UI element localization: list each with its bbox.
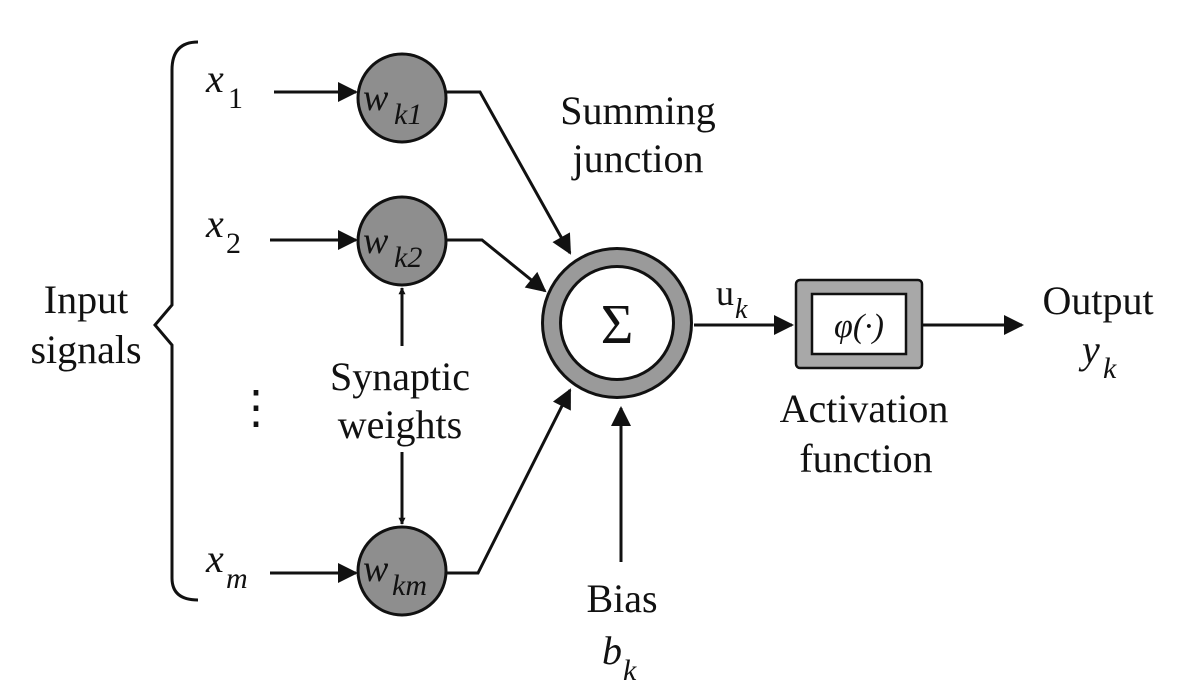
- svg-text:x: x: [205, 536, 224, 581]
- input-signals-label-line1: Input: [44, 277, 128, 322]
- svg-text:x: x: [205, 56, 224, 101]
- synaptic-weights-label-line1: Synaptic: [330, 354, 470, 399]
- svg-text:φ(·): φ(·): [834, 308, 884, 345]
- weight-wk1: w k1: [356, 52, 448, 144]
- synaptic-weights-label-line2: weights: [338, 402, 462, 447]
- svg-text:k: k: [735, 294, 748, 325]
- output-label: Output: [1042, 278, 1153, 323]
- bias-symbol: b k: [602, 628, 637, 687]
- bias-label: Bias: [586, 576, 657, 621]
- svg-text:1: 1: [228, 82, 243, 115]
- arrow-wkm-to-sum: [446, 388, 572, 575]
- activation-function-label-line2: function: [799, 436, 932, 481]
- svg-text:m: m: [226, 562, 248, 595]
- weight-wk2: w k2: [356, 195, 448, 287]
- svg-text:k1: k1: [394, 98, 422, 131]
- arrow-wk1-to-sum: [446, 90, 572, 255]
- svg-text:k: k: [1103, 352, 1117, 385]
- svg-text:Σ: Σ: [601, 294, 634, 356]
- weight-wkm: w km: [356, 525, 448, 617]
- arrow-wk2-to-sum: [446, 238, 547, 293]
- svg-text:w: w: [363, 220, 389, 262]
- svg-text:b: b: [602, 628, 622, 673]
- input-x2: x 2: [205, 201, 241, 260]
- signal-uk: u k: [716, 273, 748, 325]
- input-xm: x m: [205, 536, 248, 595]
- svg-text:x: x: [205, 201, 224, 246]
- summing-junction: Σ: [541, 247, 693, 399]
- summing-junction-label-line2: junction: [570, 136, 703, 181]
- svg-text:y: y: [1078, 327, 1100, 372]
- input-signals-label-line2: signals: [30, 327, 141, 372]
- activation-function-label-line1: Activation: [780, 386, 949, 431]
- svg-text:w: w: [363, 77, 389, 119]
- input-bracket: [153, 40, 199, 602]
- activation-function-box: φ(·): [794, 278, 924, 370]
- svg-text:w: w: [363, 548, 389, 590]
- svg-text:km: km: [392, 569, 427, 602]
- output-symbol: y k: [1078, 327, 1117, 385]
- svg-text:u: u: [716, 273, 734, 313]
- svg-text:k: k: [623, 654, 637, 687]
- inputs-ellipsis: ⋮: [233, 382, 279, 433]
- input-x1: x 1: [205, 56, 243, 115]
- svg-text:2: 2: [226, 227, 241, 260]
- summing-junction-label-line1: Summing: [560, 88, 716, 133]
- svg-text:k2: k2: [394, 241, 422, 274]
